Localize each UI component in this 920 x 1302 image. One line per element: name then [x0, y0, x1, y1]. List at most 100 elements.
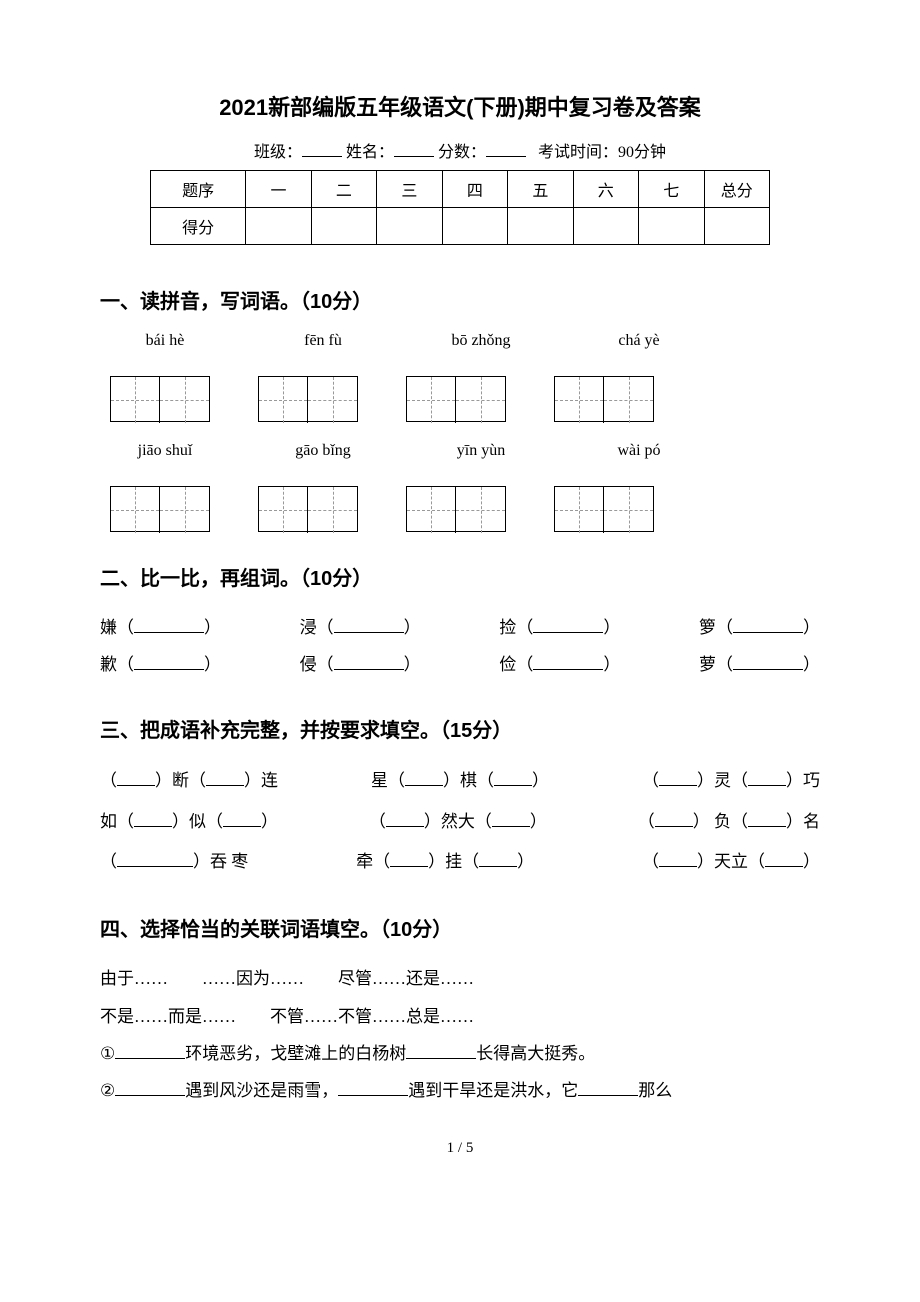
char-box-pair[interactable]	[406, 376, 506, 422]
compare-item: 俭（）	[499, 646, 620, 683]
score-cell[interactable]	[442, 208, 507, 245]
document-title: 2021新部编版五年级语文(下册)期中复习卷及答案	[100, 90, 820, 122]
score-cell[interactable]	[311, 208, 376, 245]
idiom-container: （）断（）连 星（）棋（） （）灵（）巧如（）似（） （）然大（） （） 负（）名 （）吞…	[100, 761, 820, 883]
answer-blank[interactable]	[533, 654, 603, 670]
idiom-item: （）然大（）	[369, 802, 547, 843]
score-cell[interactable]	[508, 208, 573, 245]
answer-blank[interactable]	[223, 811, 261, 827]
compare-item: 浸（）	[300, 609, 421, 646]
idiom-row: （）吞 枣牵（）挂（）（）天立（）	[100, 842, 820, 883]
idiom-row: 如（）似（） （）然大（） （） 负（）名	[100, 802, 820, 843]
answer-blank[interactable]	[533, 617, 603, 633]
conj-question: ②遇到风沙还是雨雪，遇到干旱还是洪水，它那么	[100, 1072, 820, 1109]
score-label: 分数：	[438, 144, 486, 161]
answer-blank[interactable]	[334, 654, 404, 670]
page-number: 1 / 5	[100, 1140, 820, 1157]
col-header: 四	[442, 171, 507, 208]
answer-blank[interactable]	[578, 1080, 638, 1096]
pinyin-row: jiāo shuǐ gāo bǐng yīn yùn wài pó	[100, 442, 820, 478]
answer-blank[interactable]	[765, 851, 803, 867]
pinyin-label: wài pó	[584, 442, 694, 460]
col-header: 六	[573, 171, 638, 208]
score-cell[interactable]	[704, 208, 770, 245]
answer-blank[interactable]	[338, 1080, 408, 1096]
compare-item: 嫌（）	[100, 609, 221, 646]
pinyin-label: bái hè	[110, 332, 220, 350]
row-label: 得分	[151, 208, 246, 245]
char-box-pair[interactable]	[554, 486, 654, 532]
answer-blank[interactable]	[492, 811, 530, 827]
table-row: 得分	[151, 208, 770, 245]
header-info: 班级： 姓名： 分数： 考试时间：90分钟	[100, 138, 820, 162]
answer-blank[interactable]	[134, 811, 172, 827]
answer-blank[interactable]	[334, 617, 404, 633]
score-cell[interactable]	[639, 208, 704, 245]
class-blank[interactable]	[302, 141, 342, 157]
compare-item: 歉（）	[100, 646, 221, 683]
section-4-title: 四、选择恰当的关联词语填空。（10分）	[100, 913, 820, 942]
answer-blank[interactable]	[134, 617, 204, 633]
idiom-item: （）断（）连	[100, 761, 278, 802]
idiom-item: 如（）似（）	[100, 802, 278, 843]
pinyin-label: fēn fù	[268, 332, 378, 350]
compare-row: 歉（） 侵（） 俭（） 萝（）	[100, 646, 820, 683]
idiom-item: 牵（）挂（）	[356, 842, 534, 883]
name-blank[interactable]	[394, 141, 434, 157]
conj-options: 由于…… ……因为…… 尽管……还是……	[100, 960, 820, 997]
col-header: 一	[246, 171, 311, 208]
char-box-pair[interactable]	[406, 486, 506, 532]
answer-blank[interactable]	[117, 851, 193, 867]
name-label: 姓名：	[346, 144, 394, 161]
answer-blank[interactable]	[733, 617, 803, 633]
char-box-row	[100, 376, 820, 422]
compare-row: 嫌（） 浸（） 捡（） 箩（）	[100, 609, 820, 646]
idiom-item: 星（）棋（）	[371, 761, 549, 802]
col-header: 五	[508, 171, 573, 208]
answer-blank[interactable]	[659, 851, 697, 867]
score-cell[interactable]	[573, 208, 638, 245]
pinyin-label: jiāo shuǐ	[110, 442, 220, 460]
pinyin-label: chá yè	[584, 332, 694, 350]
answer-blank[interactable]	[406, 1043, 476, 1059]
score-cell[interactable]	[246, 208, 311, 245]
section-2-title: 二、比一比，再组词。（10分）	[100, 562, 820, 591]
idiom-item: （） 负（）名	[638, 802, 820, 843]
pinyin-label: yīn yùn	[426, 442, 536, 460]
compare-item: 萝（）	[699, 646, 820, 683]
compare-item: 侵（）	[300, 646, 421, 683]
section-3-title: 三、把成语补充完整，并按要求填空。（15分）	[100, 714, 820, 743]
answer-blank[interactable]	[655, 811, 693, 827]
answer-blank[interactable]	[494, 770, 532, 786]
answer-blank[interactable]	[479, 851, 517, 867]
answer-blank[interactable]	[115, 1080, 185, 1096]
score-cell[interactable]	[377, 208, 442, 245]
char-box-pair[interactable]	[110, 376, 210, 422]
compare-item: 捡（）	[499, 609, 620, 646]
answer-blank[interactable]	[733, 654, 803, 670]
char-box-pair[interactable]	[554, 376, 654, 422]
answer-blank[interactable]	[134, 654, 204, 670]
answer-blank[interactable]	[405, 770, 443, 786]
table-row: 题序 一 二 三 四 五 六 七 总分	[151, 171, 770, 208]
pinyin-row: bái hè fēn fù bō zhǒng chá yè	[100, 332, 820, 368]
answer-blank[interactable]	[659, 770, 697, 786]
char-box-pair[interactable]	[258, 486, 358, 532]
answer-blank[interactable]	[390, 851, 428, 867]
score-table: 题序 一 二 三 四 五 六 七 总分 得分	[150, 170, 770, 245]
conj-question: ①环境恶劣，戈壁滩上的白杨树长得高大挺秀。	[100, 1035, 820, 1072]
answer-blank[interactable]	[748, 770, 786, 786]
score-blank[interactable]	[486, 141, 526, 157]
idiom-item: （）灵（）巧	[642, 761, 820, 802]
answer-blank[interactable]	[206, 770, 244, 786]
idiom-item: （）吞 枣	[100, 842, 248, 883]
col-header: 二	[311, 171, 376, 208]
char-box-pair[interactable]	[110, 486, 210, 532]
answer-blank[interactable]	[117, 770, 155, 786]
answer-blank[interactable]	[386, 811, 424, 827]
answer-blank[interactable]	[115, 1043, 185, 1059]
pinyin-label: bō zhǒng	[426, 332, 536, 350]
char-box-pair[interactable]	[258, 376, 358, 422]
answer-blank[interactable]	[748, 811, 786, 827]
col-header: 七	[639, 171, 704, 208]
